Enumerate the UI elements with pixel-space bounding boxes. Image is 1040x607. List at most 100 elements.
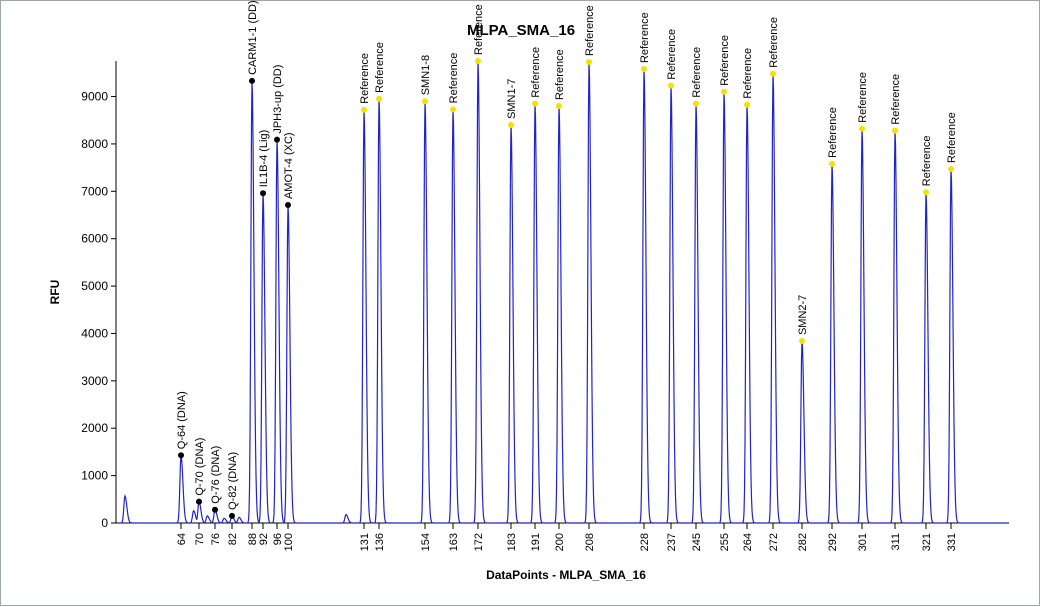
peak-marker	[770, 70, 776, 77]
electropherogram-trace	[118, 60, 1007, 524]
x-tick-label: 70	[194, 533, 206, 545]
peak-marker	[508, 121, 514, 128]
x-ticks: 64 70 76 82 88 92 96 100 131 136 154 163 172 183 191 20…	[176, 523, 958, 551]
x-tick-label: 191	[530, 533, 542, 551]
peak-marker	[923, 189, 929, 196]
x-tick-label: 136	[374, 533, 386, 551]
peak-marker	[422, 98, 428, 105]
peak-label: Reference	[359, 53, 371, 104]
peak-label: Q-76 (DNA)	[210, 446, 222, 504]
x-tick-label: 163	[448, 533, 460, 551]
y-tick-label: 0	[101, 516, 108, 530]
x-tick-label: 92	[258, 533, 270, 545]
peak-label: Reference	[530, 47, 542, 98]
peak-label: Reference	[921, 135, 933, 186]
y-ticks: 0 1000 2000 3000 4000 5000 6000 7000 8000 9000	[81, 90, 116, 530]
x-tick-label: 228	[639, 533, 651, 551]
peak-label: Reference	[857, 72, 869, 123]
x-tick-label: 154	[420, 533, 432, 551]
x-tick-label: 96	[272, 533, 284, 545]
peak-marker	[178, 452, 184, 459]
peak-marker	[532, 100, 538, 107]
peak-marker	[450, 106, 456, 113]
peak-label: Reference	[719, 35, 731, 86]
x-tick-label: 282	[797, 533, 809, 551]
x-tick-label: 64	[176, 533, 188, 545]
x-tick-label: 255	[719, 533, 731, 551]
peak-label: Q-64 (DNA)	[176, 391, 188, 449]
x-tick-label: 264	[742, 533, 754, 551]
peak-marker	[799, 338, 805, 345]
peak-label: Reference	[473, 4, 485, 55]
peak-marker	[948, 166, 954, 173]
peak-markers	[178, 58, 954, 519]
peak-marker	[229, 512, 235, 519]
peak-marker	[668, 82, 674, 89]
x-tick-label: 208	[584, 533, 596, 551]
peak-label: SMN1-7	[506, 79, 518, 119]
x-tick-label: 82	[227, 533, 239, 545]
peak-marker	[892, 127, 898, 134]
y-tick-label: 7000	[81, 184, 108, 198]
y-tick-label: 9000	[81, 90, 108, 104]
x-tick-label: 311	[890, 533, 902, 551]
x-tick-label: 292	[827, 533, 839, 551]
y-tick-label: 5000	[81, 279, 108, 293]
peak-label: Reference	[946, 112, 958, 163]
x-tick-label: 200	[554, 533, 566, 551]
peak-marker	[693, 100, 699, 107]
peak-marker	[556, 103, 562, 110]
y-tick-label: 4000	[81, 326, 108, 340]
peak-marker	[274, 136, 280, 143]
peak-label: Reference	[768, 17, 780, 68]
peak-label: Reference	[827, 107, 839, 158]
peak-label: Reference	[666, 29, 678, 80]
x-tick-label: 331	[946, 533, 958, 551]
peak-marker	[361, 106, 367, 113]
peak-marker	[196, 498, 202, 505]
peak-label: Reference	[691, 47, 703, 98]
peak-label: Reference	[448, 53, 460, 104]
y-axis-title: RFU	[48, 280, 62, 305]
peak-label: SMN1-8	[420, 55, 432, 95]
peak-label: Reference	[554, 49, 566, 100]
y-tick-label: 3000	[81, 374, 108, 388]
y-tick-label: 2000	[81, 421, 108, 435]
peak-label: Reference	[742, 48, 754, 99]
x-tick-label: 100	[283, 533, 295, 551]
x-tick-label: 131	[359, 533, 371, 551]
peak-label: SMN2-7	[797, 295, 809, 335]
peak-label: Q-70 (DNA)	[194, 438, 206, 496]
peak-labels: Q-64 (DNA) Q-70 (DNA) Q-76 (DNA) Q-82 (DNA)…	[176, 1, 958, 510]
peak-marker	[721, 88, 727, 95]
peak-marker	[586, 58, 592, 65]
peak-marker	[260, 190, 266, 197]
x-tick-label: 237	[666, 533, 678, 551]
chart-title: MLPA_SMA_16	[467, 22, 575, 39]
y-tick-label: 6000	[81, 232, 108, 246]
x-tick-label: 88	[247, 533, 259, 545]
peak-label: Q-82 (DNA)	[227, 452, 239, 510]
peak-marker	[641, 66, 647, 73]
peak-marker	[212, 506, 218, 513]
x-tick-label: 301	[857, 533, 869, 551]
peak-marker	[475, 58, 481, 64]
peak-label: JPH3-up (DD)	[272, 65, 284, 134]
peak-marker	[744, 101, 750, 108]
x-tick-label: 76	[210, 533, 222, 545]
peak-marker	[285, 202, 291, 209]
peak-label: IL1B-4 (Lig)	[258, 130, 270, 187]
peak-marker	[376, 95, 382, 102]
peak-label: Reference	[374, 42, 386, 93]
x-tick-label: 245	[691, 533, 703, 551]
x-tick-label: 272	[768, 533, 780, 551]
peak-label: Reference	[584, 5, 596, 56]
x-tick-label: 172	[473, 533, 485, 551]
peak-marker	[829, 160, 835, 167]
peak-label: Reference	[890, 74, 902, 125]
x-axis-title: DataPoints - MLPA_SMA_16	[486, 568, 646, 582]
peak-label: Reference	[639, 12, 651, 63]
x-tick-label: 321	[921, 533, 933, 551]
